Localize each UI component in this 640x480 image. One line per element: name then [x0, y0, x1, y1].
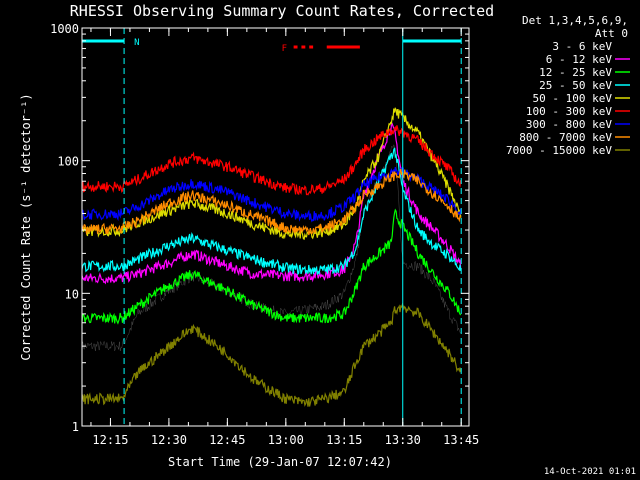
legend-label-7: 800 - 7000 keV — [519, 131, 612, 144]
x-tick-label-2: 12:45 — [209, 433, 245, 447]
legend-label-8: 7000 - 15000 keV — [506, 144, 612, 157]
series-line-4 — [81, 107, 462, 241]
x-axis: 12:15 12:30 12:45 13:00 13:15 13:30 13:45 — [90, 28, 479, 447]
legend-header-line-2: Att 0 — [595, 27, 628, 40]
legend-label-3: 25 - 50 keV — [539, 79, 612, 92]
plot-area: NF — [81, 28, 462, 426]
y-tick-label-1: 10 — [65, 287, 79, 301]
flare-flag: F — [282, 44, 287, 54]
series-line-8 — [81, 302, 462, 407]
x-axis-label: Start Time (29-Jan-07 12:07:42) — [168, 455, 392, 469]
series-line-3 — [81, 147, 462, 276]
legend-label-4: 50 - 100 keV — [533, 92, 613, 105]
legend-label-6: 300 - 800 keV — [526, 118, 612, 131]
legend-label-5: 100 - 300 keV — [526, 105, 612, 118]
series-line-2 — [81, 208, 462, 325]
legend-label-2: 12 - 25 keV — [539, 66, 612, 79]
x-tick-label-5: 13:30 — [385, 433, 421, 447]
y-axis: 1 10 100 1000 — [50, 22, 469, 434]
x-tick-label-1: 12:30 — [151, 433, 187, 447]
legend-header-line-1: Det 1,3,4,5,6,9, — [522, 14, 628, 27]
legend-label-1: 6 - 12 keV — [546, 53, 613, 66]
plot-frame — [81, 27, 470, 427]
y-tick-label-3: 1000 — [50, 22, 79, 36]
series-line-1 — [81, 122, 462, 285]
footer-date: 14-Oct-2021 01:01 — [544, 467, 636, 477]
series-line-7 — [81, 168, 462, 236]
legend-label-0: 3 - 6 keV — [552, 40, 612, 53]
x-tick-label-3: 13:00 — [268, 433, 304, 447]
y-tick-label-0: 1 — [72, 420, 79, 434]
series-line-6 — [81, 166, 462, 223]
x-tick-label-0: 12:15 — [92, 433, 128, 447]
night-flag: N — [134, 38, 139, 48]
x-tick-label-4: 13:15 — [326, 433, 362, 447]
chart-title: RHESSI Observing Summary Count Rates, Co… — [70, 2, 494, 20]
x-tick-label-6: 13:45 — [443, 433, 479, 447]
y-tick-label-2: 100 — [57, 155, 79, 169]
series-line-5 — [81, 125, 462, 196]
y-axis-label: Corrected Count Rate (s⁻¹ detector⁻¹) — [19, 93, 33, 360]
